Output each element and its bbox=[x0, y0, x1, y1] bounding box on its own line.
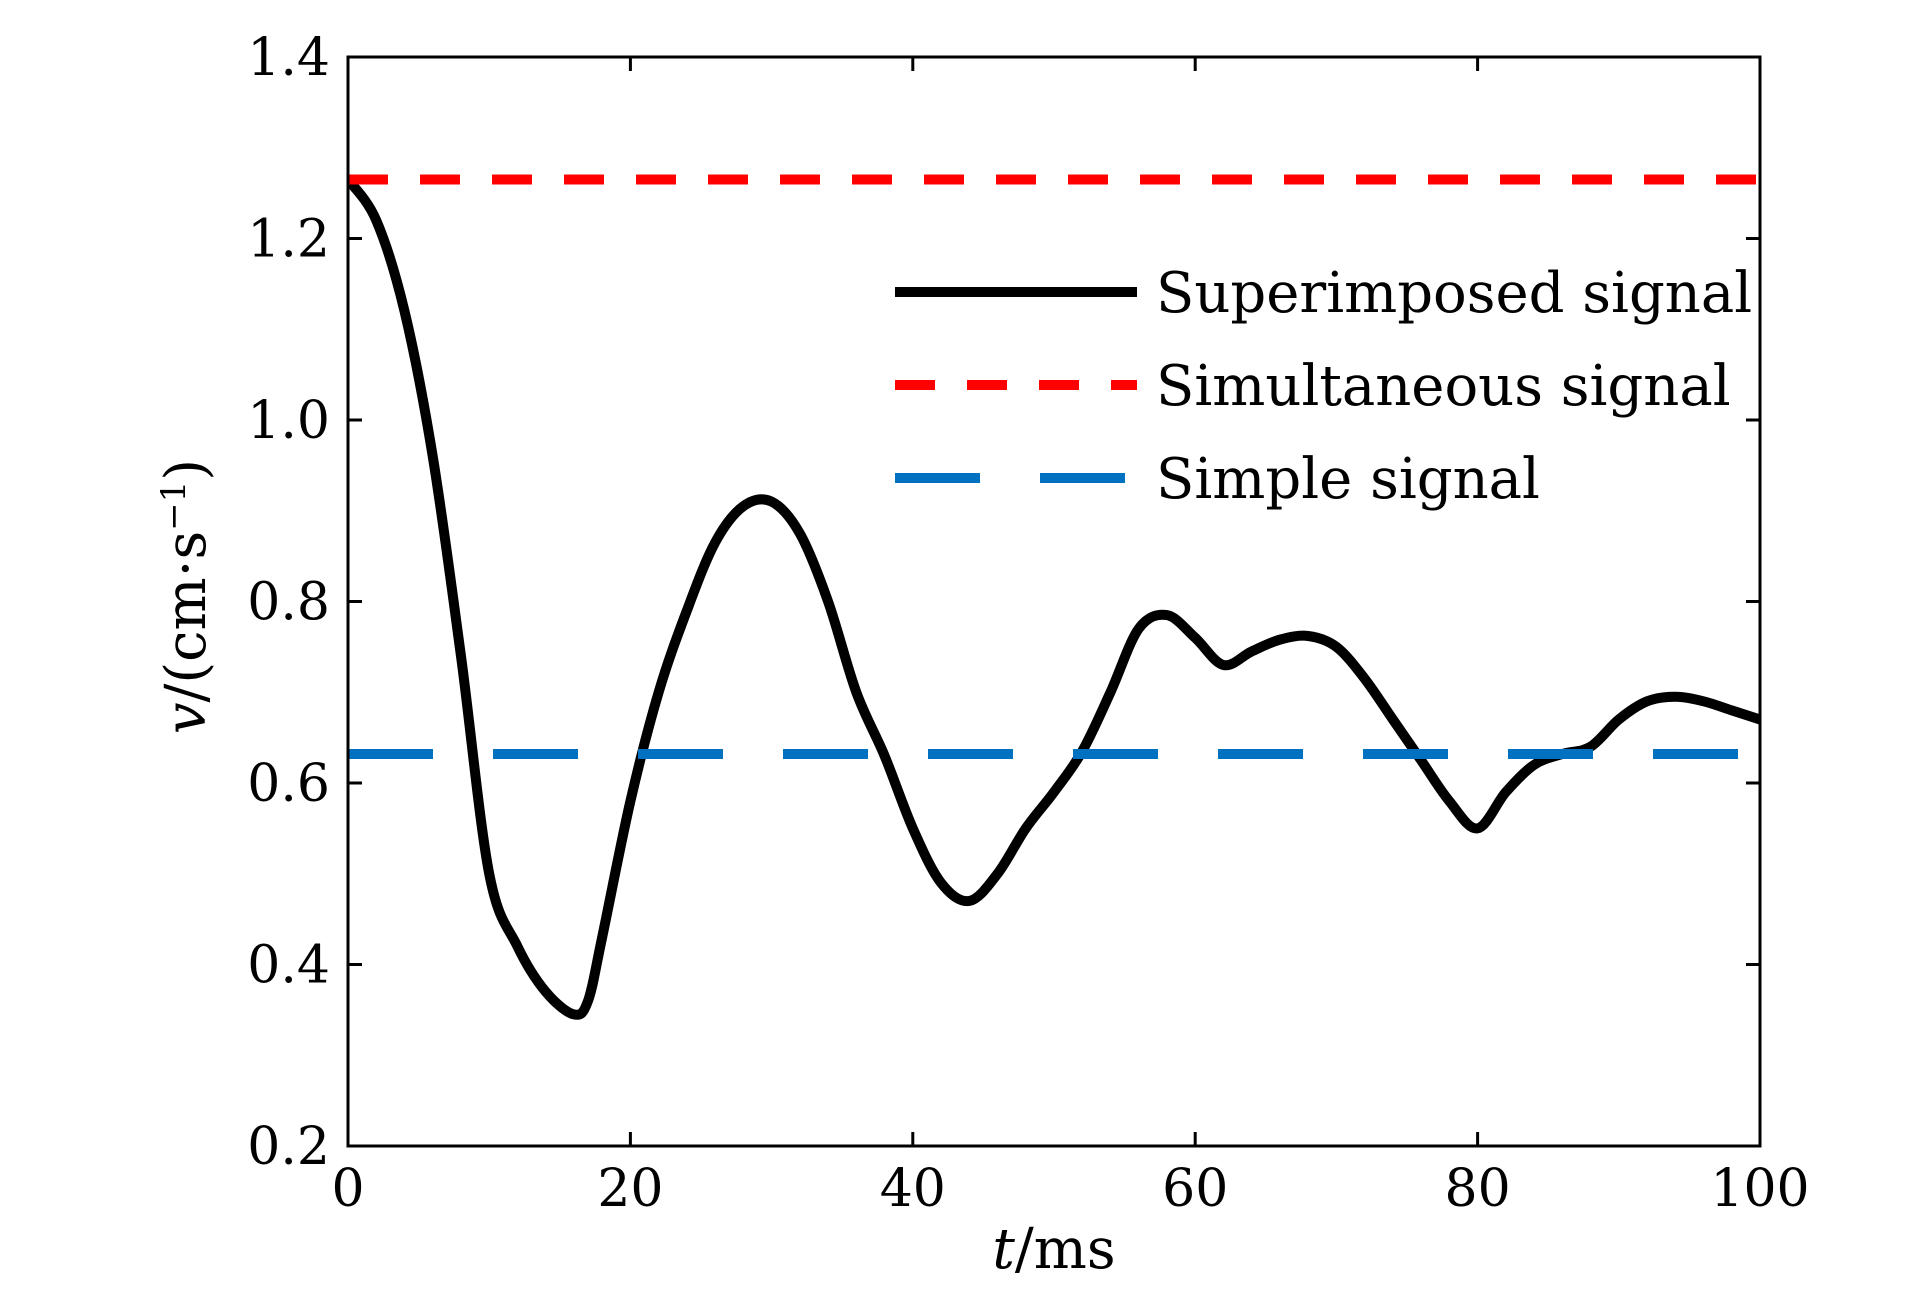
series-line-1 bbox=[348, 176, 1760, 1020]
y-axis-unit: /(cm·s bbox=[154, 531, 219, 703]
x-tick-label: 40 bbox=[880, 1159, 946, 1219]
x-tick-label: 60 bbox=[1162, 1159, 1228, 1219]
y-tick-label: 0.6 bbox=[247, 754, 330, 814]
series-layer bbox=[348, 174, 1760, 1020]
y-tick-label: 1.4 bbox=[247, 28, 330, 88]
y-axis-symbol: v bbox=[154, 702, 219, 734]
y-tick-label: 0.8 bbox=[247, 573, 330, 633]
x-tick-label: 0 bbox=[331, 1159, 364, 1219]
y-tick-label: 0.4 bbox=[247, 936, 330, 996]
plot-frame bbox=[346, 55, 1762, 1148]
legend: Superimposed signal Simultaneous signal Si… bbox=[895, 261, 1752, 512]
y-tick-label: 1.2 bbox=[247, 210, 330, 270]
legend-label-3: Simple signal bbox=[1156, 447, 1540, 512]
x-tick-label: 20 bbox=[597, 1159, 663, 1219]
y-axis-title: v/(cm·s−1) bbox=[154, 459, 219, 734]
x-axis-title: t/ms bbox=[992, 1217, 1115, 1282]
legend-label-1: Superimposed signal bbox=[1156, 261, 1752, 326]
y-tick-label: 0.2 bbox=[247, 1117, 330, 1177]
y-axis-exponent: −1 bbox=[154, 481, 194, 531]
legend-label-2: Simultaneous signal bbox=[1156, 354, 1731, 419]
x-axis-symbol: t bbox=[992, 1217, 1015, 1282]
y-axis-close: ) bbox=[154, 459, 219, 481]
x-axis-unit: /ms bbox=[1015, 1217, 1116, 1282]
x-tick-label: 100 bbox=[1710, 1159, 1809, 1219]
x-tick-label: 80 bbox=[1445, 1159, 1511, 1219]
y-tick-label: 1.0 bbox=[247, 391, 330, 451]
ticks-layer: 0 20 40 60 80 100 0.2 0.4 0.6 0.8 1.0 1.2 1.4 bbox=[247, 28, 1809, 1219]
